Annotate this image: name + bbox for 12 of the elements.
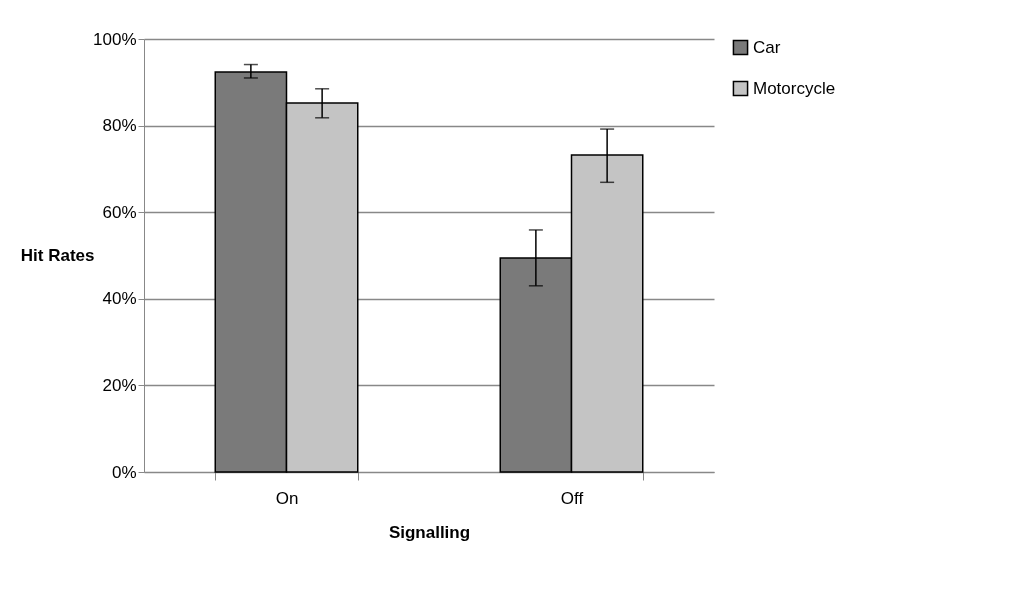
x-axis-title: Signalling [388,522,471,542]
y-tick-label: 60% [102,202,137,222]
y-tick-label: 80% [102,116,137,136]
x-tick-label: Off [560,488,584,508]
legend-label: Car [753,37,781,57]
y-tick-label: 20% [102,375,137,395]
y-tick-label: 100% [93,29,137,49]
y-axis-title: Hit Rates [20,246,95,265]
legend-label: Motorcycle [753,78,836,98]
y-tick-label: 0% [111,462,137,482]
x-tick-label: On [275,488,299,508]
y-tick-label: 40% [102,289,137,309]
